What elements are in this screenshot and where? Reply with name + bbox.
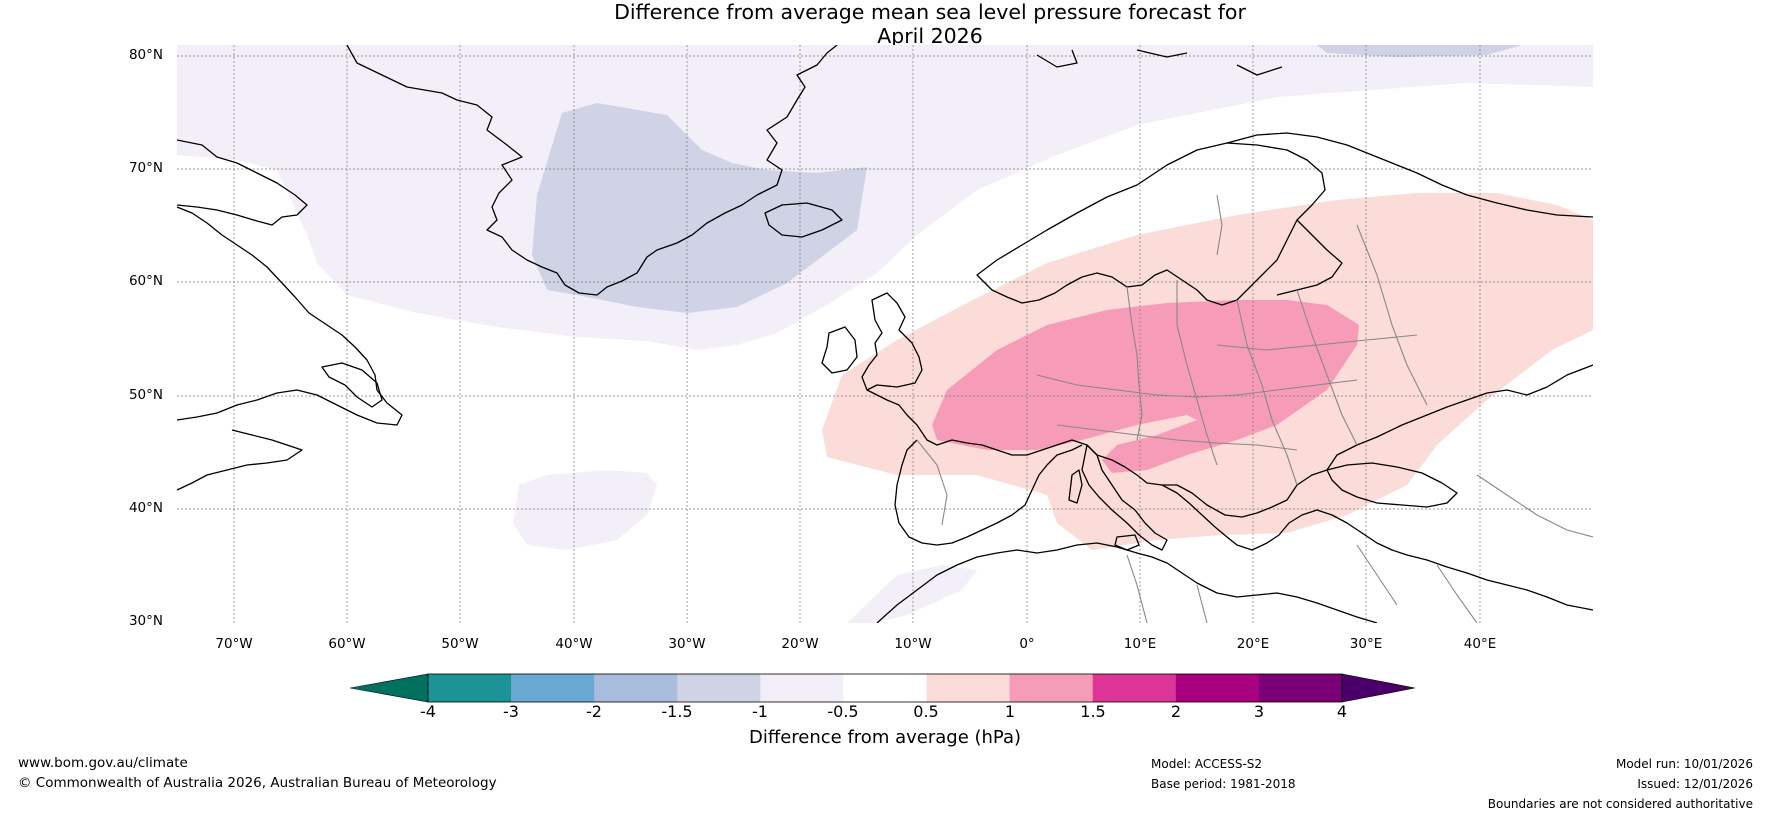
lon-label-40e: 40°E — [1463, 636, 1497, 652]
colorbar-tick-minus-1-5: -1.5 — [661, 702, 693, 721]
colorbar-bin — [1175, 674, 1260, 702]
lat-label-50n: 50°N — [128, 387, 163, 403]
black-sea-coastline — [1326, 462, 1458, 508]
greenland-sea-negative-anomaly — [532, 103, 867, 313]
copyright-text: © Commonwealth of Australia 2026, Austra… — [18, 775, 497, 791]
lat-label-30n: 30°N — [128, 613, 163, 629]
lon-label-50w: 50°W — [441, 636, 479, 652]
base-period: Base period: 1981-2018 — [1151, 777, 1296, 791]
arctic-negative-anomaly — [177, 45, 1593, 350]
lon-label-20e: 20°E — [1236, 636, 1270, 652]
sicily-coastline — [1114, 534, 1140, 551]
colorbar-tick-0-5: 0.5 — [913, 702, 939, 721]
colorbar-outline — [427, 673, 1343, 703]
nova-scotia-coastline — [177, 429, 303, 491]
colorbar-bin — [1009, 674, 1094, 702]
model-name: Model: ACCESS-S2 — [1151, 757, 1263, 771]
scandinavia-coastline — [976, 142, 1326, 306]
colorbar-tick-minus-4: -4 — [420, 702, 436, 721]
colorbar-bin — [1258, 674, 1343, 702]
map-panel — [177, 45, 1593, 623]
lon-label-70w: 70°W — [215, 636, 253, 652]
italy-coastline — [1081, 444, 1168, 551]
colorbar-bin — [1092, 674, 1177, 702]
lon-label-10w: 10°W — [894, 636, 932, 652]
colorbar-tick-minus-0-5: -0.5 — [827, 702, 859, 721]
central-europe-stronger-positive-anomaly — [932, 300, 1359, 473]
greenland-coastline — [346, 45, 838, 296]
lat-label-70n: 70°N — [128, 160, 163, 176]
lon-label-40w: 40°W — [555, 636, 593, 652]
coastlines — [177, 45, 1593, 623]
north-africa-coastline — [876, 542, 1378, 623]
iberia-coastline — [894, 439, 1083, 546]
arctic-top-negative-anomaly — [1317, 45, 1522, 57]
colorbar-over-triangle — [1341, 673, 1416, 703]
colorbar-bins — [428, 674, 1343, 702]
colorbar-tick-1: 1 — [1004, 702, 1016, 721]
title-line-1: Difference from average mean sea level p… — [614, 0, 1246, 24]
iceland-coastline — [764, 202, 843, 238]
colorbar-bin — [926, 674, 1011, 702]
graticule — [177, 45, 1593, 623]
lat-label-60n: 60°N — [128, 273, 163, 289]
finland-kola-coastline — [1226, 132, 1593, 296]
arctic-islands-coastline — [1036, 49, 1283, 76]
issued-date: Issued: 12/01/2026 — [1637, 777, 1753, 791]
country-borders — [916, 194, 1593, 623]
colorbar-tick-minus-2: -2 — [586, 702, 602, 721]
model-run: Model run: 10/01/2026 — [1615, 757, 1753, 771]
colorbar — [350, 673, 1416, 703]
colorbar-tick-2: 2 — [1170, 702, 1182, 721]
boundaries-disclaimer: Boundaries are not considered authoritat… — [1487, 797, 1753, 811]
chart-title: Difference from average mean sea level p… — [0, 0, 1770, 48]
title-line-2: April 2026 — [877, 24, 983, 48]
colorbar-tick-minus-1: -1 — [752, 702, 768, 721]
europe-mainland-coastline — [866, 364, 1593, 518]
newfoundland-coastline — [321, 362, 383, 408]
lon-label-0: 0° — [1019, 636, 1035, 652]
lon-label-30w: 30°W — [668, 636, 706, 652]
lat-label-80n: 80°N — [128, 47, 163, 63]
atlantic-weak-negative-anomaly — [513, 470, 657, 550]
lon-label-60w: 60°W — [328, 636, 366, 652]
baffin-coastline — [177, 139, 308, 226]
lon-label-10e: 10°E — [1123, 636, 1157, 652]
map-svg — [177, 45, 1593, 623]
colorbar-under-triangle — [350, 673, 429, 703]
colorbar-title: Difference from average (hPa) — [748, 727, 1022, 748]
colorbar-bin — [760, 674, 844, 702]
lat-label-40n: 40°N — [128, 500, 163, 516]
lon-label-30e: 30°E — [1349, 636, 1383, 652]
colorbar-tick-1-5: 1.5 — [1080, 702, 1106, 721]
sardinia-corsica-coastline — [1068, 469, 1083, 504]
colorbar-bin — [843, 674, 928, 702]
balkans-greece-coastline — [1161, 484, 1593, 611]
colorbar-tick-minus-3: -3 — [503, 702, 519, 721]
colorbar-bin — [677, 674, 761, 702]
colorbar-tick-3: 3 — [1253, 702, 1265, 721]
colorbar-bin — [511, 674, 595, 702]
colorbar-bin — [428, 674, 512, 702]
british-isles-coastline — [821, 292, 923, 391]
website-link[interactable]: www.bom.gov.au/climate — [18, 755, 188, 771]
colorbar-tick-4: 4 — [1336, 702, 1348, 721]
lon-label-20w: 20°W — [781, 636, 819, 652]
colorbar-bin — [594, 674, 678, 702]
